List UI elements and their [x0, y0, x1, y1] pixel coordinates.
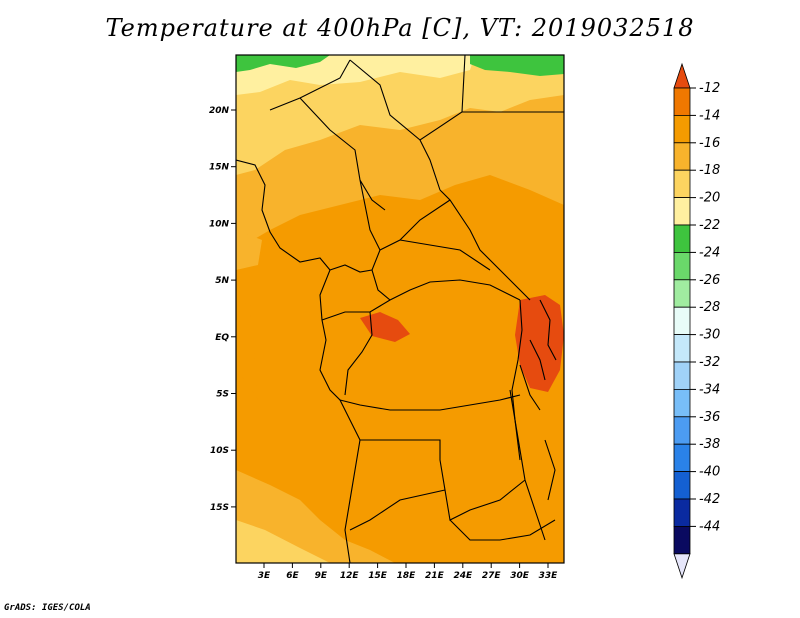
colorbar-label: -16	[699, 136, 720, 151]
colorbar-swatch	[673, 279, 691, 308]
colorbar-swatch	[673, 388, 691, 418]
lon-label: 15E	[368, 571, 388, 581]
colorbar-label: -14	[699, 108, 720, 123]
colorbar-swatch	[673, 471, 691, 500]
lat-label: 15N	[209, 163, 230, 173]
lon-label: 27E	[482, 571, 502, 581]
colorbar-swatch	[673, 443, 691, 473]
lat-label: 5S	[216, 390, 229, 400]
temperature-field	[236, 55, 564, 563]
lon-label: 3E	[258, 571, 271, 581]
lat-label: 15S	[210, 503, 229, 513]
colorbar-swatch	[673, 224, 691, 253]
colorbar-label: -44	[699, 519, 720, 534]
colorbar-swatch	[673, 87, 691, 116]
colorbar-label: -28	[699, 300, 720, 315]
latitude-axis: 20N 15N 10N 5N EQ 5S 10S 15S	[209, 106, 236, 513]
lat-label: 10N	[209, 219, 230, 229]
colorbar-label: -40	[699, 465, 720, 480]
lat-label: EQ	[215, 333, 229, 343]
colorbar-label: -18	[699, 163, 720, 178]
colorbar-label: -12	[699, 81, 720, 96]
lon-label: 24E	[453, 571, 473, 581]
colorbar-bottom-arrow	[673, 553, 691, 580]
colorbar-swatch	[673, 526, 691, 555]
grads-credit: GrADS: IGES/COLA	[4, 603, 91, 613]
colorbar-label: -36	[699, 410, 720, 425]
colorbar-swatch	[673, 251, 691, 281]
colorbar-label: -26	[699, 273, 720, 288]
colorbar-top-arrow	[673, 62, 691, 89]
colorbar-swatch	[673, 306, 691, 336]
lon-label: 6E	[286, 571, 299, 581]
colorbar-swatch	[673, 197, 691, 226]
colorbar-swatch	[673, 142, 691, 171]
chart-title: Temperature at 400hPa [C], VT: 201903251…	[105, 14, 695, 42]
lat-label: 5N	[215, 276, 229, 286]
lon-label: 9E	[315, 571, 328, 581]
colorbar-label: -32	[699, 355, 720, 370]
colorbar-swatch	[673, 115, 691, 144]
colorbar-label: -24	[699, 245, 720, 260]
country-borders	[236, 55, 564, 563]
colorbar-label: -34	[699, 382, 720, 397]
colorbar-swatch	[673, 169, 691, 198]
colorbar-label: -38	[699, 437, 720, 452]
map-frame	[235, 54, 565, 564]
lon-label: 30E	[510, 571, 530, 581]
colorbar-label: -30	[699, 328, 720, 343]
colorbar-label: -20	[699, 191, 720, 206]
colorbar-label: -42	[699, 492, 720, 507]
colorbar-swatch	[673, 416, 691, 445]
lon-label: 33E	[539, 571, 559, 581]
lon-label: 12E	[340, 571, 360, 581]
colorbar-label: -22	[699, 218, 720, 233]
lon-label: 18E	[397, 571, 417, 581]
colorbar-swatch	[673, 361, 691, 390]
colorbar-swatch	[673, 334, 691, 363]
lat-label: 20N	[209, 106, 230, 116]
longitude-axis: 3E 6E 9E 12E 15E 18E 21E 24E 27E 30E 33E	[258, 563, 558, 581]
colorbar-swatch	[673, 498, 691, 527]
lat-label: 10S	[210, 446, 229, 456]
lon-label: 21E	[425, 571, 445, 581]
colorbar: -12 -14 -16 -18 -20 -22 -24 -26 -28 -30 -32 -34 -36 -…	[673, 62, 720, 580]
